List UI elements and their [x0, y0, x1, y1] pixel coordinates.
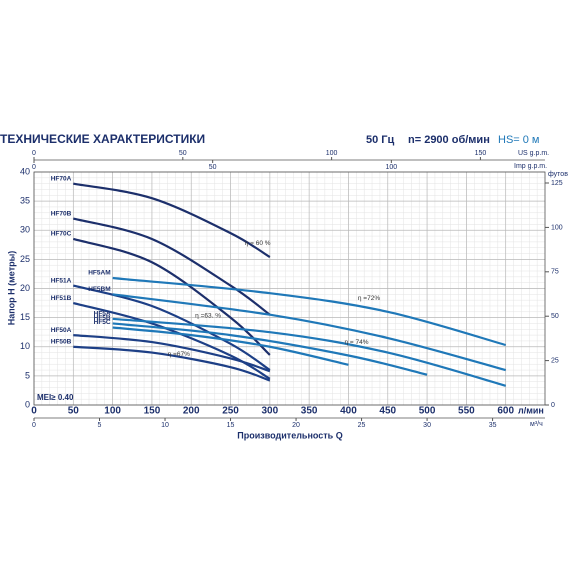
efficiency-label: η =63. % — [195, 313, 221, 320]
efficiency-label: η = 60 % — [245, 240, 271, 247]
curve-label: HF51B — [51, 295, 72, 302]
y-tick-label: 0 — [25, 399, 30, 409]
y-tick-label: 30 — [20, 225, 30, 235]
us-gpm-tick-label: 150 — [475, 150, 487, 157]
y-tick-label: 15 — [20, 312, 30, 322]
m3h-unit: м³/ч — [530, 421, 543, 428]
pump-curve — [112, 276, 506, 347]
y-tick-label: 25 — [20, 254, 30, 264]
speed: n= 2900 об/мин — [408, 134, 490, 146]
curve-label: HF70A — [51, 175, 72, 182]
pump-curve — [72, 237, 271, 356]
feet-tick-label: 25 — [551, 357, 559, 364]
imp-gpm-unit: Imp g.p.m. — [514, 163, 547, 170]
feet-tick-label: 0 — [551, 402, 555, 409]
us-gpm-tick-label: 50 — [179, 150, 187, 157]
x-tick-label: 50 — [68, 406, 80, 417]
x-tick-label: 450 — [379, 406, 396, 417]
y-tick-label: 35 — [20, 196, 30, 206]
y-axis-label: Напор H (метры) — [6, 251, 16, 326]
feet-tick-label: 50 — [551, 313, 559, 320]
y-tick-label: 20 — [20, 283, 30, 293]
feet-tick-label: 100 — [551, 224, 563, 231]
pump-curve — [73, 217, 271, 316]
efficiency-label: η =67% — [168, 351, 190, 358]
efficiency-label: η =72% — [358, 295, 380, 302]
x-tick-label: 100 — [104, 406, 121, 417]
efficiency-label: η = 74% — [345, 339, 369, 346]
frequency: 50 Гц — [366, 134, 395, 146]
curve-label: HF5AM — [88, 270, 110, 277]
curve-label: HF70C — [51, 231, 72, 238]
x-tick-label: 500 — [419, 406, 436, 417]
pump-curve — [73, 284, 271, 371]
chart-title: ТЕХНИЧЕСКИЕ ХАРАКТЕРИСТИКИ — [0, 132, 205, 146]
x-tick-label: 200 — [183, 406, 200, 417]
curve-label: HF70B — [51, 210, 72, 217]
curve-label: HF5C — [94, 319, 111, 326]
feet-tick-label: 125 — [551, 180, 563, 187]
pump-curve — [73, 334, 271, 373]
m3h-tick-label: 5 — [98, 422, 102, 429]
x-tick-label: 550 — [458, 406, 475, 417]
curve-label: HF50A — [51, 327, 72, 334]
pump-curve — [73, 345, 271, 382]
imp-gpm-tick-label: 50 — [209, 164, 217, 171]
m3h-tick-label: 20 — [292, 422, 300, 429]
pump-curve — [112, 293, 506, 372]
curve-label: HF5A — [94, 311, 111, 318]
pump-curve — [73, 182, 271, 258]
m3h-tick-label: 0 — [32, 422, 36, 429]
m3h-tick-label: 10 — [161, 422, 169, 429]
feet-unit: футов — [548, 171, 568, 178]
y-tick-label: 5 — [25, 370, 30, 380]
curve-label: HF5B — [94, 315, 111, 322]
m3h-tick-label: 25 — [358, 422, 366, 429]
x-tick-label: 300 — [262, 406, 279, 417]
y-tick-label: 40 — [20, 166, 30, 176]
y-tick-label: 10 — [20, 341, 30, 351]
m3h-tick-label: 15 — [227, 422, 235, 429]
hs: HS= 0 м — [498, 134, 540, 146]
imp-gpm-tick-label: 0 — [32, 164, 36, 171]
us-gpm-unit: US g.p.m. — [518, 150, 549, 157]
x-tick-label: 600 — [497, 406, 514, 417]
x-axis-label: Производительность Q — [237, 430, 342, 440]
x-tick-label: 400 — [340, 406, 357, 417]
plot-frame — [33, 171, 546, 406]
curve-label: HF50B — [51, 338, 72, 345]
pump-curve — [73, 301, 271, 380]
curve-label: HF51A — [51, 277, 72, 284]
feet-tick-label: 75 — [551, 269, 559, 276]
us-gpm-tick-label: 0 — [32, 150, 36, 157]
x-tick-label: 350 — [301, 406, 318, 417]
x-tick-label: 0 — [31, 406, 37, 417]
m3h-tick-label: 35 — [489, 422, 497, 429]
x-tick-label: 250 — [222, 406, 239, 417]
pump-curve — [112, 326, 349, 366]
m3h-tick-label: 30 — [423, 422, 431, 429]
curve-label: HF5BM — [88, 286, 110, 293]
pump-curve — [112, 322, 428, 376]
x-unit: л/мин — [518, 405, 544, 415]
x-tick-label: 150 — [144, 406, 161, 417]
mei: MEI≥ 0.40 — [37, 393, 74, 402]
us-gpm-tick-label: 100 — [326, 150, 338, 157]
pump-curve — [112, 317, 506, 387]
imp-gpm-tick-label: 100 — [385, 164, 397, 171]
